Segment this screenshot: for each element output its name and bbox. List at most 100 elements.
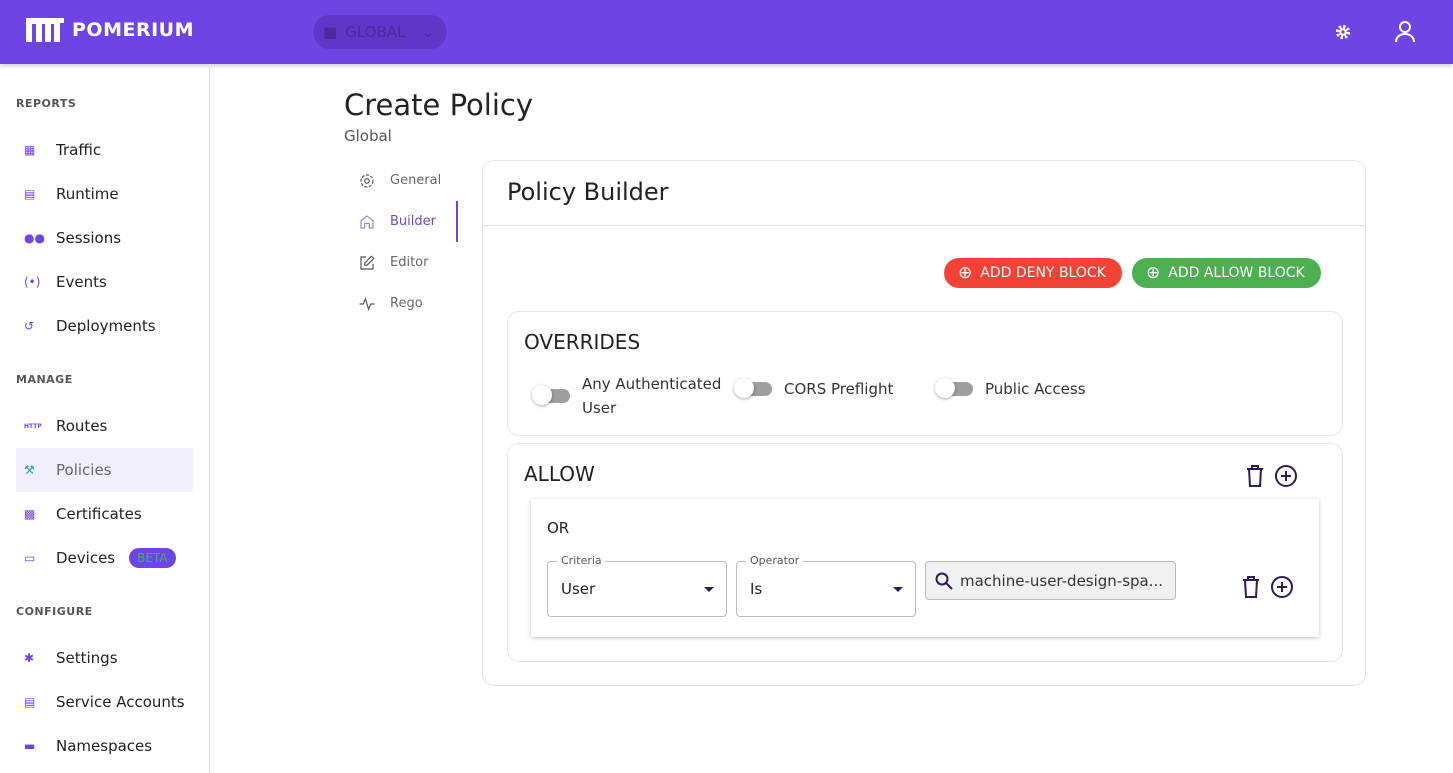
sidebar-item-service-accounts[interactable]: ▤ Service Accounts	[16, 680, 193, 724]
sidebar-item-policies[interactable]: ⚒ Policies	[16, 448, 193, 492]
gear-icon	[360, 173, 374, 188]
broadcast-icon: (•)	[24, 275, 41, 289]
section-reports: REPORTS	[16, 97, 77, 110]
activity-icon	[359, 296, 375, 311]
toggle-cors-preflight[interactable]: CORS Preflight	[734, 378, 894, 398]
folder-icon: ■	[323, 23, 338, 41]
add-deny-block-button[interactable]: ⊕ ADD DENY BLOCK	[944, 258, 1122, 288]
button-label: ADD DENY BLOCK	[980, 265, 1106, 281]
item-label: Devices	[56, 549, 116, 567]
or-block: OR Criteria User Operator Is machine-user-…	[531, 499, 1319, 637]
sidebar-item-settings[interactable]: ✱ Settings	[16, 636, 193, 680]
server-icon: ▤	[24, 695, 36, 709]
chevron-down-icon: ⌄	[421, 23, 434, 41]
plus-circle-icon: ⊕	[958, 263, 973, 283]
item-label: Traffic	[56, 141, 102, 159]
bar-chart-icon: ▦	[24, 143, 36, 157]
tab-label: General	[390, 173, 442, 188]
or-title: OR	[547, 519, 570, 537]
policy-tabs: General Builder Editor Rego	[358, 160, 458, 324]
http-icon: HTTP	[24, 422, 42, 430]
trash-icon[interactable]	[1244, 464, 1266, 488]
toggle-any-authenticated-user[interactable]: Any Authenticated User	[532, 372, 727, 420]
beta-badge: BETA	[129, 548, 176, 568]
item-label: Sessions	[56, 229, 122, 247]
history-icon: ↺	[24, 319, 35, 333]
user-search-input[interactable]: machine-user-design-spa...	[925, 561, 1176, 600]
section-manage: MANAGE	[16, 373, 73, 386]
item-label: Deployments	[56, 317, 156, 335]
item-label: Runtime	[56, 185, 119, 203]
pomerium-logo[interactable]: POMERIUM	[24, 15, 194, 45]
edit-icon	[360, 254, 375, 270]
namespace-selector[interactable]: ■ GLOBAL ⌄	[313, 15, 447, 49]
namespace-label: GLOBAL	[345, 23, 406, 41]
sidebar-item-events[interactable]: (•) Events	[16, 260, 193, 304]
switch[interactable]	[734, 378, 772, 398]
tab-general[interactable]: General	[358, 160, 458, 201]
trash-icon[interactable]	[1240, 575, 1262, 599]
switch[interactable]	[935, 378, 973, 398]
sidebar-item-deployments[interactable]: ↺ Deployments	[16, 304, 193, 348]
server-icon: ▤	[24, 187, 36, 201]
operator-select[interactable]: Operator Is	[736, 554, 916, 617]
item-label: Policies	[56, 461, 112, 479]
item-label: Settings	[56, 649, 118, 667]
overrides-block: OVERRIDES Any Authenticated User CORS Pr…	[507, 311, 1343, 436]
row-actions	[1240, 575, 1294, 599]
toggle-label: Public Access	[985, 380, 1086, 398]
gavel-icon: ⚒	[24, 463, 35, 477]
sidebar-item-namespaces[interactable]: ▬ Namespaces	[16, 724, 193, 768]
people-icon: ●●	[24, 231, 45, 245]
plus-circle-icon: ⊕	[1146, 263, 1161, 283]
operator-value: Is	[750, 580, 763, 598]
criteria-select[interactable]: Criteria User	[547, 554, 727, 617]
search-icon	[935, 572, 953, 590]
search-value: machine-user-design-spa...	[960, 571, 1164, 590]
dropdown-arrow-icon	[704, 587, 714, 592]
policy-builder-card: Policy Builder ⊕ ADD DENY BLOCK ⊕ ADD ALLO…	[482, 160, 1366, 686]
tab-builder[interactable]: Builder	[358, 201, 458, 242]
operator-label: Operator	[746, 554, 804, 567]
tab-label: Builder	[390, 214, 436, 229]
allow-title: ALLOW	[524, 462, 595, 486]
tab-rego[interactable]: Rego	[358, 283, 458, 324]
account-icon[interactable]	[1394, 20, 1416, 44]
item-label: Service Accounts	[56, 693, 185, 711]
sidebar-item-routes[interactable]: HTTP Routes	[16, 404, 193, 448]
home-icon	[360, 214, 374, 229]
item-label: Events	[56, 273, 107, 291]
item-label: Routes	[56, 417, 108, 435]
criteria-value: User	[561, 580, 596, 598]
sidebar-item-certificates[interactable]: ▩ Certificates	[16, 492, 193, 536]
brand-name: POMERIUM	[72, 19, 194, 41]
switch[interactable]	[532, 385, 570, 405]
sidebar-item-sessions[interactable]: ●● Sessions	[16, 216, 193, 260]
item-label: Namespaces	[56, 737, 153, 755]
top-app-bar: POMERIUM ■ GLOBAL ⌄	[0, 0, 1453, 64]
button-label: ADD ALLOW BLOCK	[1168, 265, 1305, 281]
toggle-public-access[interactable]: Public Access	[935, 378, 1086, 398]
tab-editor[interactable]: Editor	[358, 242, 458, 283]
card-title: Policy Builder	[483, 161, 1365, 226]
criteria-label: Criteria	[557, 554, 606, 567]
toggle-label: Any Authenticated User	[582, 375, 722, 417]
allow-block: ALLOW OR Criteria User Operator Is machine…	[507, 443, 1343, 662]
add-circle-icon[interactable]	[1274, 464, 1298, 488]
overrides-title: OVERRIDES	[524, 330, 641, 354]
page-subtitle: Global	[344, 127, 392, 145]
sidebar-item-runtime[interactable]: ▤ Runtime	[16, 172, 193, 216]
section-configure: CONFIGURE	[16, 605, 93, 618]
sidebar: REPORTS ▦ Traffic ▤ Runtime ●● Sessions (•)…	[0, 64, 210, 773]
add-circle-icon[interactable]	[1270, 575, 1294, 599]
page-title: Create Policy	[344, 88, 533, 122]
sidebar-item-traffic[interactable]: ▦ Traffic	[16, 128, 193, 172]
add-allow-block-button[interactable]: ⊕ ADD ALLOW BLOCK	[1132, 258, 1321, 288]
devices-icon: ▭	[24, 551, 36, 565]
gear-icon: ✱	[24, 651, 35, 665]
sidebar-item-devices[interactable]: ▭ Devices BETA	[16, 536, 193, 580]
settings-gear-icon[interactable]	[1334, 23, 1352, 41]
tab-label: Editor	[390, 255, 429, 270]
toggle-label: CORS Preflight	[784, 380, 894, 398]
allow-actions	[1244, 464, 1298, 488]
